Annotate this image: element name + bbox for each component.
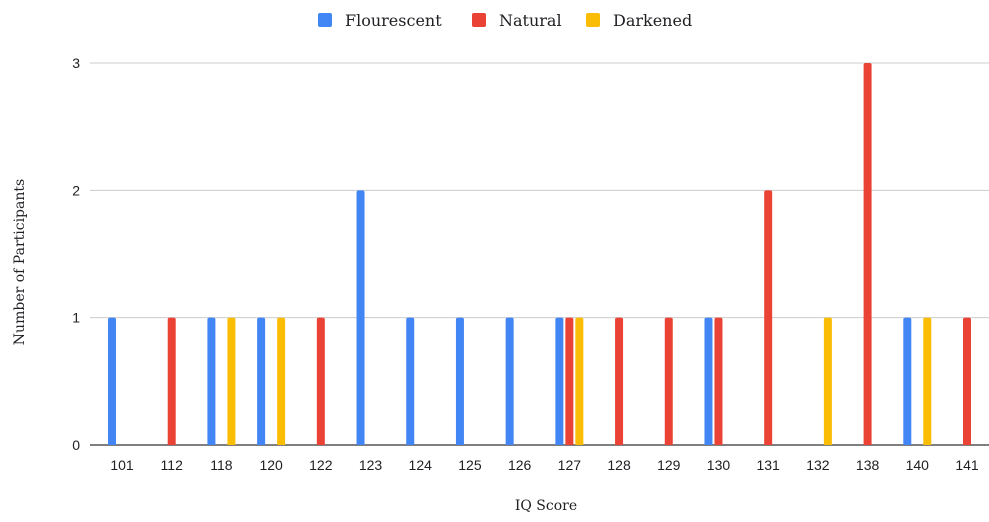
legend-swatch-darkened [586, 13, 600, 27]
bar-darkened-118 [227, 317, 236, 445]
bar-flourescent-130 [704, 317, 713, 445]
x-axis-ticks: 101 112 118 120 122 123 124 125 126 127 128 129 130 1… [110, 457, 979, 473]
legend-swatch-natural [472, 13, 486, 27]
bar-flourescent-118 [207, 317, 216, 445]
bar-flourescent-125 [455, 317, 464, 445]
x-tick-label: 127 [558, 457, 582, 473]
bar-flourescent-101 [108, 317, 116, 445]
bar-natural-129 [664, 317, 673, 445]
bar-natural-112 [167, 317, 176, 445]
x-tick-label: 120 [259, 457, 283, 473]
y-tick-label: 1 [72, 310, 80, 326]
x-tick-label: 101 [110, 457, 134, 473]
bar-natural-128 [615, 317, 624, 445]
bar-darkened-140 [923, 317, 932, 445]
x-tick-label: 130 [707, 457, 731, 473]
y-axis-title: Number of Participants [12, 179, 28, 345]
x-tick-label: 112 [161, 457, 184, 473]
bar-darkened-132 [823, 317, 832, 445]
legend-swatch-flourescent [318, 13, 332, 27]
y-tick-label: 2 [72, 182, 80, 198]
bar-flourescent-140 [903, 317, 912, 445]
bar-natural-127 [565, 317, 574, 445]
bar-flourescent-126 [505, 317, 514, 445]
bars [108, 63, 971, 445]
x-tick-label: 138 [856, 457, 880, 473]
x-tick-label: 132 [806, 457, 830, 473]
legend: Flourescent Natural Darkened [318, 11, 692, 30]
x-tick-label: 126 [508, 457, 532, 473]
bar-flourescent-123 [356, 190, 365, 445]
gridlines [90, 62, 989, 446]
bar-natural-131 [764, 190, 773, 445]
legend-label-natural: Natural [499, 11, 562, 30]
x-tick-label: 122 [309, 457, 333, 473]
x-tick-label: 118 [210, 457, 233, 473]
bar-flourescent-120 [257, 317, 266, 445]
x-tick-label: 140 [906, 457, 930, 473]
bar-natural-122 [316, 317, 325, 445]
y-axis-ticks: 0 1 2 3 [72, 55, 80, 453]
x-tick-label: 128 [607, 457, 631, 473]
x-axis-title: IQ Score [515, 498, 577, 514]
x-tick-label: 131 [756, 457, 780, 473]
bar-darkened-120 [277, 317, 286, 445]
bar-natural-141 [963, 317, 971, 445]
y-tick-label: 0 [72, 437, 80, 453]
x-tick-label: 123 [359, 457, 383, 473]
x-tick-label: 141 [955, 457, 979, 473]
bar-flourescent-124 [406, 317, 415, 445]
x-tick-label: 129 [657, 457, 681, 473]
legend-label-darkened: Darkened [613, 11, 692, 30]
y-tick-label: 3 [72, 55, 80, 71]
x-tick-label: 124 [409, 457, 433, 473]
bar-natural-130 [714, 317, 723, 445]
bar-natural-138 [863, 63, 872, 445]
legend-label-flourescent: Flourescent [345, 11, 442, 30]
bar-darkened-127 [575, 317, 584, 445]
x-tick-label: 125 [458, 457, 482, 473]
bar-flourescent-127 [555, 317, 564, 445]
